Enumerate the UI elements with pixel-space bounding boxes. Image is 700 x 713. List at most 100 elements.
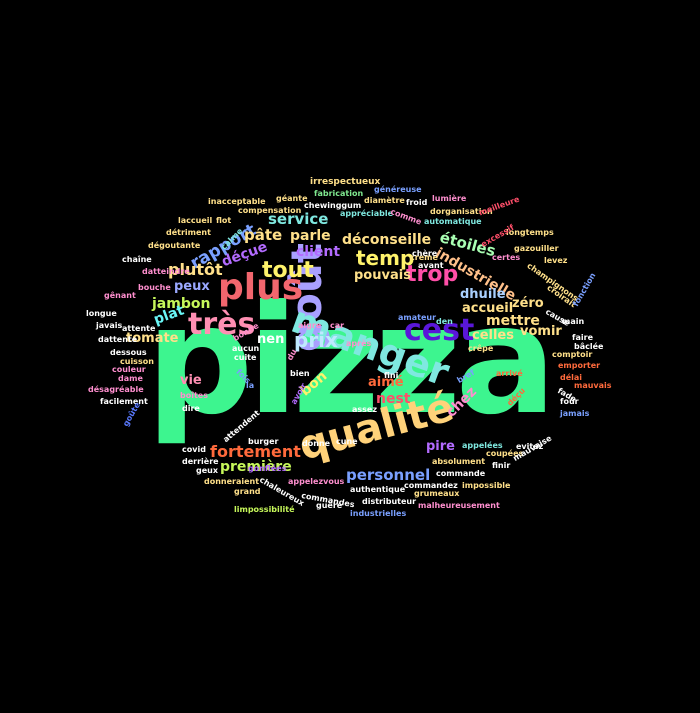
word-assez: assez: [352, 405, 378, 414]
word-prix: prix: [294, 328, 338, 352]
word-commandez: commandez: [404, 481, 458, 490]
word-meilleure: meilleure: [477, 194, 521, 218]
word-genant: gênant: [104, 291, 136, 300]
word-four: four: [560, 397, 579, 406]
word-aigre: aigre: [298, 321, 322, 330]
word-nen: nen: [257, 332, 285, 347]
word-coupees: coupées: [486, 449, 524, 458]
word-aime: aimé: [368, 375, 404, 390]
word-industrielles: industrielles: [350, 509, 407, 518]
word-chaine: chaîne: [122, 255, 152, 264]
word-guere: guère: [316, 501, 343, 510]
word-comptoir: comptoir: [552, 350, 593, 359]
word-mettre: mettre: [486, 313, 540, 329]
word-detriment: détriment: [166, 228, 211, 237]
word-amateur: amateur: [398, 313, 437, 322]
word-donne: donne: [302, 439, 331, 448]
word-dhuile: dhuile: [460, 287, 506, 302]
word-levez: levez: [544, 256, 568, 265]
word-longue: longue: [86, 309, 117, 318]
word-plutot: plutôt: [168, 260, 223, 279]
word-certes: certes: [492, 253, 521, 262]
word-faire: faire: [572, 333, 593, 342]
word-gazouiller: gazouiller: [514, 244, 559, 253]
word-client: client: [296, 244, 341, 260]
word-delai: délai: [560, 373, 583, 382]
word-dessous: dessous: [110, 348, 147, 357]
word-appelees: appelées: [462, 441, 503, 450]
word-apres: après: [346, 339, 372, 348]
word-pate: pâte: [244, 226, 283, 244]
word-couleur: couleur: [112, 365, 146, 374]
word-fini: fini: [384, 371, 399, 380]
word-absolument: absolument: [432, 457, 486, 466]
word-appreciable: appréciable: [340, 209, 393, 218]
word-fortement: fortement: [210, 442, 301, 461]
word-aucun: aucun: [232, 344, 260, 353]
word-vie: vie: [180, 373, 202, 388]
word-tomate: tomate: [126, 331, 179, 346]
word-authentique: authentique: [350, 485, 406, 494]
word-irrespectueux: irrespectueux: [310, 177, 381, 187]
word-jambon: jambon: [152, 296, 211, 312]
word-datteindre: datteindre: [142, 267, 190, 276]
word-burger: burger: [248, 437, 279, 446]
word-service: service: [268, 210, 329, 228]
word-comme: comme: [389, 207, 423, 227]
word-temp: temp: [356, 246, 415, 270]
word-chere: chère: [412, 249, 438, 258]
word-trop: trop: [406, 262, 459, 287]
word-desagreable: désagréable: [88, 385, 144, 394]
word-personnel: personnel: [346, 466, 431, 484]
word-parle: parle: [290, 228, 331, 244]
word-grand: grand: [234, 487, 261, 496]
word-bouche: bouche: [138, 283, 171, 292]
word-boites: boîtes: [180, 391, 208, 400]
word-fonction: fonction: [571, 271, 598, 308]
word-main: main: [562, 317, 585, 326]
word-compensation: compensation: [238, 206, 302, 215]
word-peux: peux: [174, 279, 210, 294]
word-cune: cune: [336, 437, 358, 446]
word-flot: flot: [216, 216, 232, 225]
word-derriere: derrière: [182, 457, 219, 466]
word-jamais: jamais: [560, 409, 590, 418]
word-evitez: evitez: [516, 442, 544, 451]
word-creme: crème: [410, 253, 438, 262]
word-baclee: bâclée: [574, 342, 604, 351]
word-plus: plus: [218, 267, 304, 308]
word-covid: covid: [182, 445, 206, 454]
word-longtemps: longtemps: [506, 228, 554, 237]
word-limpossibilite: limpossibilité: [234, 505, 295, 514]
word-accueil: accueil: [462, 301, 514, 316]
word-nest: nest: [376, 391, 411, 407]
word-dame: dame: [118, 374, 143, 383]
word-distributeur: distributeur: [362, 497, 417, 506]
word-deconseille: déconseille: [342, 232, 432, 248]
word-diametre: diamètre: [364, 196, 405, 205]
word-inacceptable: inacceptable: [208, 197, 266, 206]
word-commande: commande: [436, 469, 486, 478]
word-impossible: impossible: [462, 481, 511, 490]
word-degoutante: dégoutante: [148, 241, 201, 250]
word-vomir: vomir: [520, 324, 562, 339]
word-pire: pire: [426, 439, 455, 454]
word-gonflees: gonflées: [248, 464, 287, 473]
word-appelezvous: appelezvous: [288, 477, 345, 486]
word-premiere: première: [220, 459, 292, 475]
word-javais: javais: [96, 321, 123, 330]
word-fabrication: fabrication: [314, 189, 364, 198]
word-grumeaux: grumeaux: [414, 489, 460, 498]
word-froid: froid: [406, 198, 428, 207]
word-car: car: [330, 321, 345, 330]
word-den: den: [436, 317, 453, 326]
word-cuite: cuite: [234, 353, 257, 362]
word-geux: geux: [196, 466, 219, 475]
word-cuisson: cuisson: [120, 357, 154, 366]
word-bien: bien: [290, 369, 310, 378]
word-genereuse: généreuse: [374, 185, 422, 194]
word-mauvais: mauvais: [574, 381, 612, 390]
word-automatique: automatique: [424, 217, 482, 226]
word-dire: dire: [182, 404, 200, 413]
